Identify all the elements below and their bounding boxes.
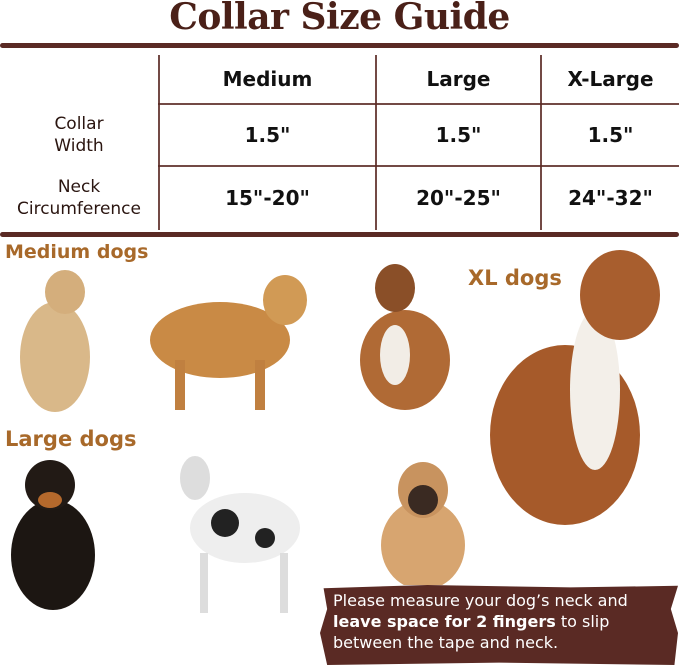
page-title: Collar Size Guide [169, 0, 510, 38]
large-dogs-label: Large dogs [5, 427, 137, 451]
cell-width-medium: 1.5" [244, 123, 291, 147]
grid-line [540, 55, 542, 230]
boxer-image [360, 264, 450, 410]
grid-line [158, 103, 679, 105]
column-header-large: Large [426, 67, 491, 91]
mastiff-image [381, 462, 465, 585]
label-line: Width [54, 136, 104, 156]
cell-neck-xlarge: 24"-32" [568, 186, 653, 210]
measurement-note: Please measure your dog’s neck and leave… [320, 585, 678, 665]
note-text: Please measure your dog’s neck and [333, 591, 628, 610]
cell-neck-large: 20"-25" [416, 186, 501, 210]
bottom-divider [0, 232, 679, 237]
row-label-collar-width: Collar Width [0, 105, 158, 165]
great-dane-image [180, 456, 300, 613]
column-header-medium: Medium [222, 67, 313, 91]
xl-dogs-label: XL dogs [468, 266, 562, 290]
label-line: Collar [54, 114, 104, 134]
grid-line [158, 165, 679, 167]
grid-line [375, 55, 377, 230]
medium-dogs-label: Medium dogs [5, 241, 149, 263]
row-label-neck: Neck Circumference [0, 167, 158, 229]
label-line: Circumference [17, 199, 141, 219]
top-divider [0, 43, 679, 48]
note-emphasis: leave space for 2 fingers [333, 612, 556, 631]
rottweiler-image [11, 460, 95, 610]
xl-boxer-image [490, 250, 660, 525]
cell-neck-medium: 15"-20" [225, 186, 310, 210]
cell-width-large: 1.5" [435, 123, 482, 147]
label-line: Neck [57, 177, 101, 197]
labrador-image [20, 270, 90, 412]
note-text: to slip between the tape and neck. [333, 612, 610, 652]
golden-retriever-image [150, 275, 307, 410]
column-header-xlarge: X-Large [567, 67, 654, 91]
grid-line [158, 55, 160, 230]
cell-width-xlarge: 1.5" [587, 123, 634, 147]
